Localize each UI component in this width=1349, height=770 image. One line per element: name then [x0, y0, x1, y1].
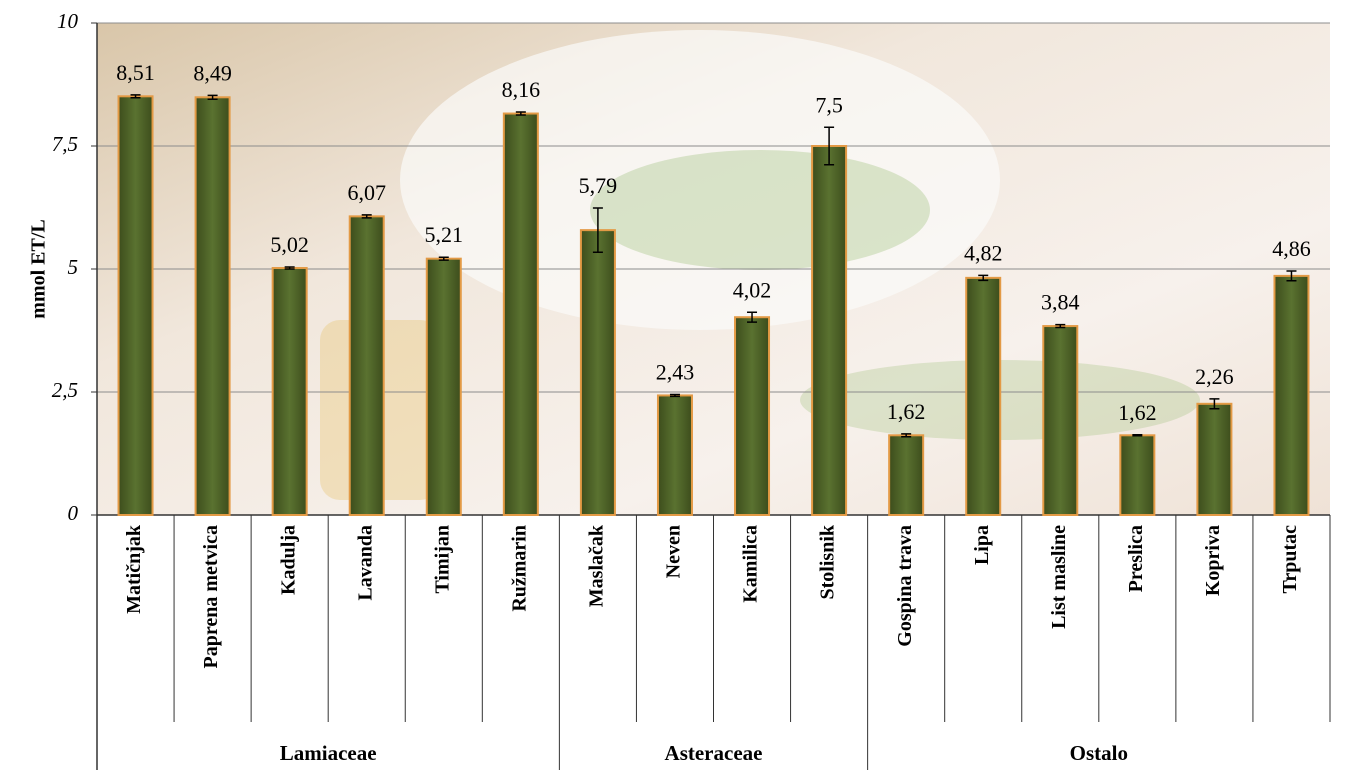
value-label: 4,02 [733, 277, 772, 302]
x-tick-label: Neven [663, 525, 685, 578]
error-bar [284, 266, 295, 270]
value-label: 2,26 [1195, 364, 1234, 389]
bar [579, 229, 616, 517]
error-bar [1132, 434, 1143, 437]
x-tick-label: Stolisnik [817, 524, 839, 599]
y-tick-label: 10 [57, 9, 79, 33]
group-label: Asteraceae [665, 741, 763, 765]
y-tick-label: 0 [68, 501, 79, 525]
x-tick-label: Ružmarin [508, 525, 530, 612]
x-tick-label: Trputac [1279, 525, 1301, 594]
bar [194, 96, 231, 517]
x-tick-label: Kopriva [1202, 525, 1224, 596]
x-tick-label: List masline [1048, 525, 1070, 629]
bar [656, 394, 693, 516]
value-label: 8,16 [502, 77, 541, 102]
error-bar [747, 311, 758, 323]
y-axis-label: mmol ET/L [28, 219, 50, 318]
error-bar [1055, 323, 1066, 329]
bar [965, 276, 1002, 516]
error-bar [361, 214, 372, 219]
bar [811, 145, 848, 516]
error-bar [438, 256, 449, 261]
background-decoration [590, 150, 930, 270]
value-label: 2,43 [656, 360, 695, 385]
error-bar [978, 274, 989, 282]
x-tick-label: Preslica [1125, 525, 1147, 592]
x-tick-label: Gospina trava [894, 525, 916, 647]
y-tick-label: 2,5 [52, 378, 78, 402]
bar [1042, 325, 1079, 516]
bar [348, 215, 385, 517]
error-bar [515, 111, 526, 116]
value-label: 1,62 [887, 399, 926, 424]
value-label: 4,82 [964, 240, 1003, 265]
group-label: Lamiaceae [280, 741, 377, 765]
value-label: 6,07 [347, 180, 386, 205]
error-bar [1286, 270, 1297, 282]
error-bar [130, 94, 141, 99]
bar [888, 434, 925, 516]
x-tick-label: Lipa [971, 525, 993, 565]
error-bar [669, 393, 680, 398]
value-label: 5,02 [270, 232, 309, 257]
x-tick-label: Paprena metvica [200, 525, 222, 669]
bar [117, 95, 154, 516]
x-tick-label: Lavanda [354, 525, 376, 601]
value-label: 3,84 [1041, 290, 1080, 315]
bar [1273, 274, 1310, 516]
error-bar [824, 126, 835, 166]
value-label: 5,21 [425, 222, 464, 247]
x-tick-label: Kamilica [740, 525, 762, 603]
value-label: 1,62 [1118, 400, 1157, 425]
value-label: 7,5 [815, 92, 843, 117]
bar [502, 112, 539, 516]
bar [1119, 434, 1156, 516]
value-label: 5,79 [579, 173, 618, 198]
bar [734, 316, 771, 516]
value-label: 8,51 [116, 60, 155, 85]
background-decoration [400, 30, 1000, 330]
x-tick-label: Kadulja [277, 525, 299, 595]
value-label: 8,49 [193, 60, 232, 85]
bar [1196, 402, 1233, 517]
bar [425, 257, 462, 516]
x-tick-label: Maslačak [586, 524, 608, 607]
error-bar [1209, 398, 1220, 410]
group-label: Ostalo [1070, 741, 1128, 765]
bar [271, 267, 308, 516]
error-bar [207, 94, 218, 101]
error-bar [901, 433, 912, 438]
y-tick-label: 5 [68, 255, 79, 279]
x-tick-label: Matičnjak [123, 524, 145, 614]
y-tick-label: 7,5 [52, 132, 78, 156]
x-tick-label: Timijan [431, 525, 453, 594]
error-bar [592, 207, 603, 254]
value-label: 4,86 [1272, 236, 1311, 261]
